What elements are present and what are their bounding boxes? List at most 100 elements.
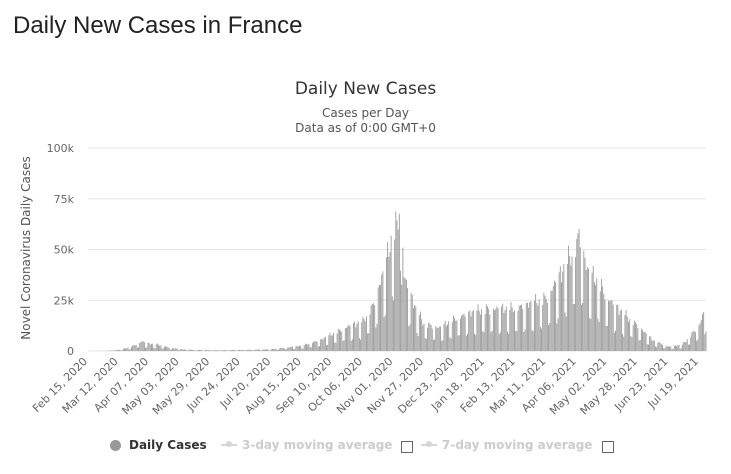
bar-daily-cases — [462, 314, 464, 351]
legend-item-daily-cases[interactable]: Daily Cases — [110, 438, 207, 452]
bar-daily-cases — [456, 320, 458, 351]
bar-daily-cases — [403, 277, 405, 351]
bar-daily-cases — [441, 340, 443, 351]
bar-daily-cases — [597, 318, 599, 351]
bar-daily-cases — [677, 345, 679, 351]
bar-daily-cases — [616, 304, 618, 351]
bar-daily-cases — [650, 336, 652, 351]
bar-daily-cases — [507, 331, 508, 351]
bar-daily-cases — [610, 300, 612, 351]
bar-daily-cases — [505, 306, 507, 351]
bar-daily-cases — [438, 326, 440, 351]
bar-daily-cases — [643, 332, 645, 351]
bar-daily-cases — [181, 348, 183, 351]
bar-daily-cases — [523, 332, 525, 351]
bar-daily-cases — [369, 314, 371, 351]
bar-daily-cases — [356, 323, 358, 351]
bar-daily-cases — [136, 347, 138, 351]
bar-daily-cases — [692, 331, 694, 351]
bar-daily-cases — [482, 331, 484, 351]
bar-daily-cases — [128, 349, 130, 351]
bar-daily-cases — [311, 343, 313, 351]
bar-daily-cases — [562, 271, 564, 351]
bar-daily-cases — [564, 312, 566, 351]
bar-daily-cases — [684, 342, 686, 351]
bar-daily-cases — [163, 346, 165, 351]
bar-daily-cases — [315, 341, 317, 351]
bar-daily-cases — [595, 284, 596, 351]
bar-daily-cases — [140, 342, 142, 351]
bar-daily-cases — [280, 347, 282, 351]
bar-daily-cases — [657, 342, 659, 351]
bar-daily-cases — [700, 319, 702, 351]
bar-daily-cases — [183, 349, 185, 351]
bar-daily-cases — [492, 308, 494, 351]
bar-daily-cases — [603, 293, 605, 351]
bar-daily-cases — [196, 350, 198, 351]
bar-daily-cases — [664, 348, 666, 351]
bar-daily-cases — [321, 338, 323, 351]
bar-daily-cases — [635, 322, 636, 351]
bar-daily-cases — [445, 326, 447, 351]
bar-daily-cases — [424, 338, 426, 351]
bar-daily-cases — [115, 350, 117, 351]
bar-daily-cases — [182, 349, 184, 351]
bar-daily-cases — [307, 344, 309, 351]
bar-daily-cases — [249, 349, 251, 351]
chart-subtitle-line-1: Cases per Day — [322, 106, 409, 120]
bar-daily-cases — [629, 319, 631, 351]
bar-daily-cases — [378, 284, 380, 351]
bar-daily-cases — [483, 332, 485, 351]
bar-daily-cases — [316, 341, 318, 351]
bar-daily-cases — [382, 271, 384, 351]
bar-daily-cases — [363, 319, 365, 351]
bar-daily-cases — [158, 344, 159, 351]
legend-item-7-day-average[interactable]: 7-day moving average — [421, 438, 592, 452]
bar-daily-cases — [362, 316, 364, 351]
bar-daily-cases — [252, 350, 253, 351]
bar-daily-cases — [334, 342, 336, 351]
bar-daily-cases — [131, 346, 132, 351]
bar-daily-cases — [395, 211, 397, 351]
legend-item-3-day-average[interactable]: 3-day moving average — [221, 438, 392, 452]
bar-daily-cases — [576, 239, 578, 351]
bar-daily-cases — [458, 335, 460, 351]
bar-daily-cases — [671, 349, 673, 351]
bar-daily-cases — [301, 348, 303, 351]
bar-daily-cases — [521, 304, 522, 351]
checkbox-3-day-average[interactable] — [401, 441, 413, 453]
bar-daily-cases — [331, 335, 333, 351]
bar-daily-cases — [123, 348, 125, 351]
bar-daily-cases — [279, 348, 280, 351]
bar-daily-cases — [509, 310, 511, 351]
bar-daily-cases — [336, 333, 338, 351]
bar-daily-cases — [239, 349, 241, 351]
bar-daily-cases — [402, 247, 404, 351]
bar-daily-cases — [442, 340, 444, 351]
bar-daily-cases — [351, 339, 353, 351]
bar-daily-cases — [409, 324, 411, 351]
bar-daily-cases — [342, 340, 344, 351]
bar-daily-cases — [632, 325, 634, 351]
bar-daily-cases — [434, 339, 436, 351]
bar-daily-cases — [501, 306, 503, 351]
bar-daily-cases — [428, 322, 430, 351]
bar-daily-cases — [612, 304, 614, 351]
bar-daily-cases — [489, 314, 491, 351]
bar-daily-cases — [504, 309, 506, 351]
bar-daily-cases — [416, 333, 418, 351]
bar-daily-cases — [636, 324, 638, 351]
bar-daily-cases — [680, 348, 682, 351]
bar-daily-cases — [496, 306, 498, 351]
bar-daily-cases — [494, 310, 495, 351]
bar-daily-cases — [637, 328, 639, 351]
bar-daily-cases — [705, 331, 707, 351]
bar-daily-cases — [544, 295, 546, 351]
bar-daily-cases — [221, 350, 223, 351]
bar-daily-cases — [357, 321, 359, 351]
checkbox-7-day-average[interactable] — [602, 441, 614, 453]
bar-daily-cases — [384, 315, 386, 351]
bar-daily-cases — [679, 348, 681, 351]
bar-daily-cases — [143, 342, 145, 351]
bar-daily-cases — [259, 349, 260, 351]
